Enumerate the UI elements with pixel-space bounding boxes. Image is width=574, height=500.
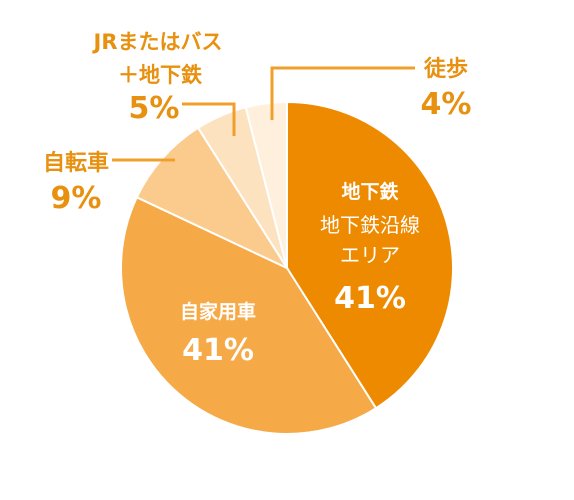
slice-label-bicycle-name: 自転車: [43, 150, 109, 176]
leader-line-walk: [270, 66, 415, 120]
slice-value-bicycle: 9%: [51, 181, 102, 216]
pie-slice-walk: [244, 100, 288, 269]
leader-line-jr-bus: [182, 102, 236, 136]
slice-label-subway-sub1: 地下鉄沿線: [320, 213, 420, 237]
slice-value-car: 41%: [182, 333, 254, 368]
slice-label-walk-name: 徒歩: [423, 56, 468, 82]
pie-slices: [120, 100, 454, 435]
slice-value-subway: 41%: [334, 281, 406, 316]
slice-label-subway-sub2: エリア: [340, 243, 400, 267]
pie-slice-bicycle: [135, 126, 290, 271]
slice-label-car-name: 自家用車: [180, 300, 256, 323]
slice-value-jr-bus: 5%: [129, 91, 180, 126]
pie-slice-car: [120, 195, 378, 435]
slice-label-subway-name: 地下鉄: [341, 180, 398, 203]
slice-label-jr-bus-line1: JRまたはバス: [92, 30, 223, 54]
slice-value-walk: 4%: [421, 87, 472, 122]
slice-label-jr-bus-line2: ＋地下鉄: [118, 63, 202, 87]
